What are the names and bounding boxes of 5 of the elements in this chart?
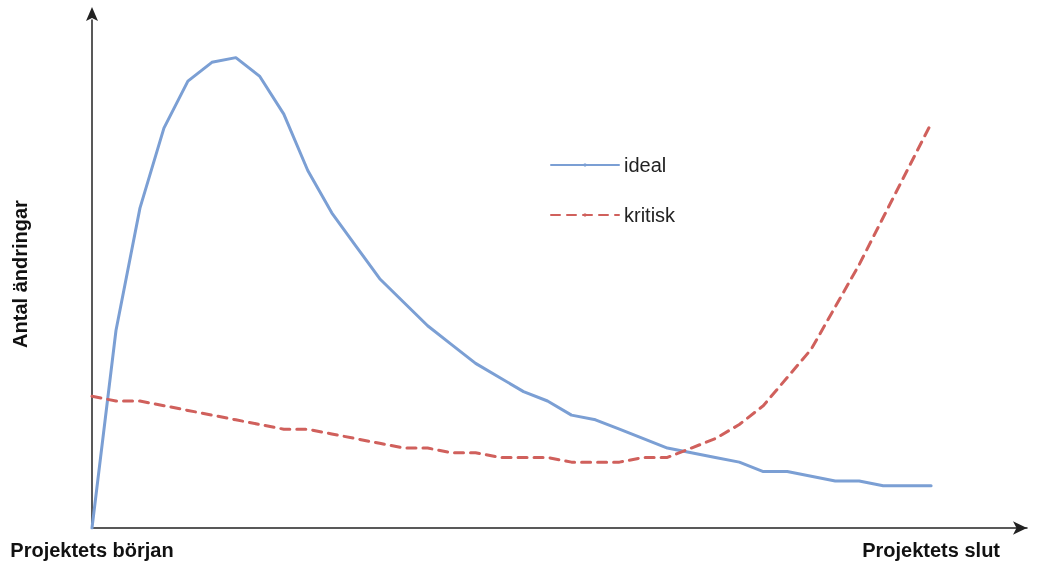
y-axis-title: Antal ändringar xyxy=(9,199,31,348)
legend-label: kritisk xyxy=(624,204,677,226)
x-tick-label: Projektets början xyxy=(10,539,174,561)
legend-label: ideal xyxy=(624,154,667,176)
x-tick-label: Projektets slut xyxy=(862,539,1001,561)
